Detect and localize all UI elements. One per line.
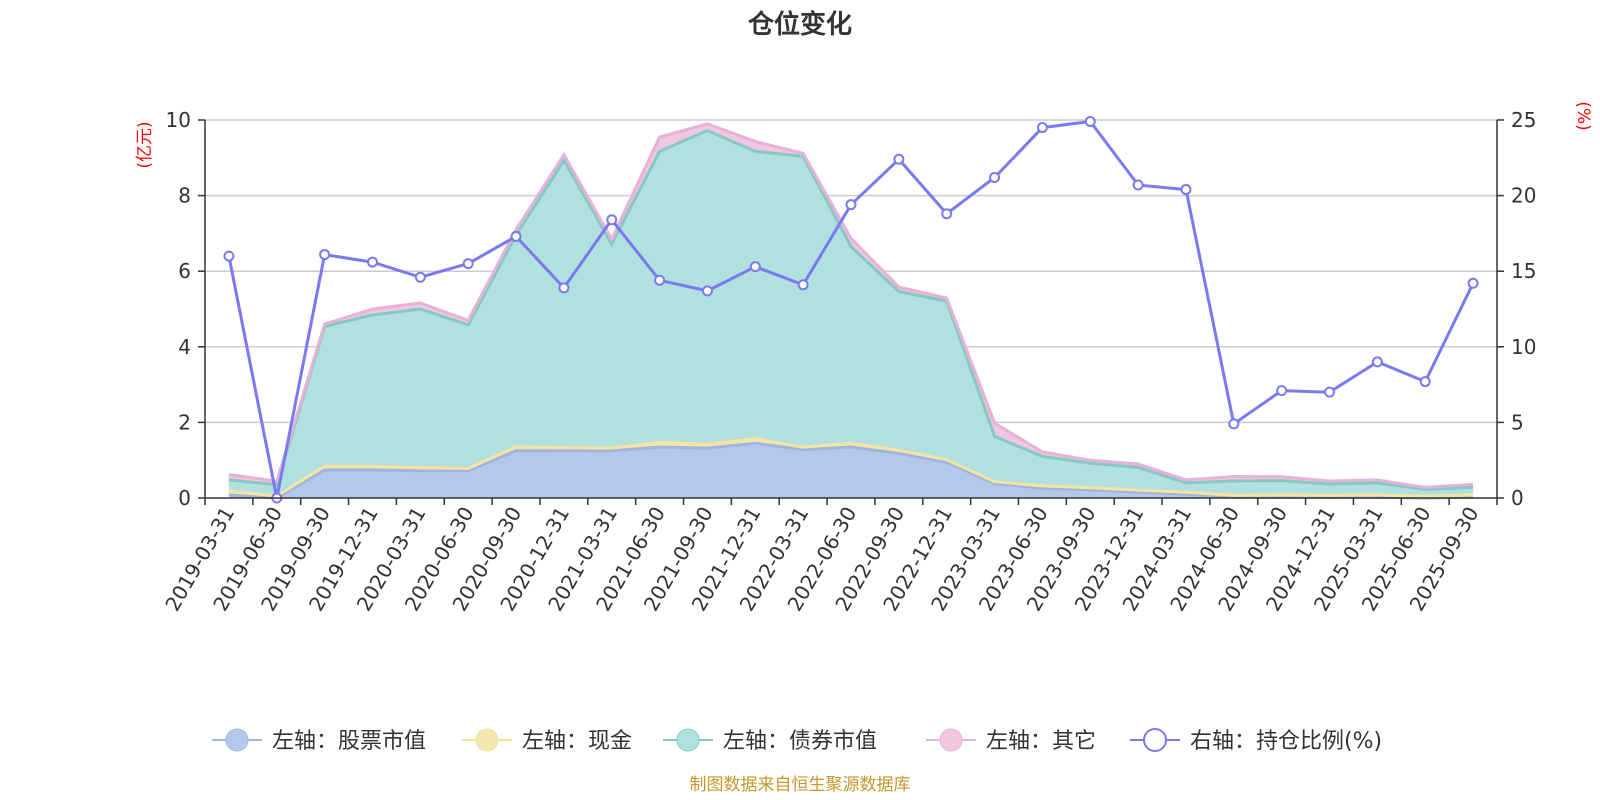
left-tick-label: 6 <box>178 259 191 283</box>
ratio-point <box>845 199 857 211</box>
chart-title: 仓位变化 <box>747 9 852 40</box>
ratio-point <box>1324 386 1336 398</box>
left-tick-label: 8 <box>178 184 191 208</box>
area-edge-左轴：现金 <box>228 437 1474 498</box>
ratio-point <box>319 249 331 261</box>
ratio-point <box>941 208 953 220</box>
legend-label: 右轴：持仓比例(%) <box>1190 729 1382 754</box>
ratio-point <box>558 282 570 294</box>
legend-marker <box>676 728 700 752</box>
ratio-point <box>701 285 713 297</box>
right-axis-unit: (%) <box>1573 101 1593 130</box>
left-axis-ticks: 0 2 4 6 8 10 <box>166 108 205 510</box>
right-axis-ticks: 0 5 10 15 20 25 <box>1497 108 1536 510</box>
ratio-point <box>797 279 809 291</box>
left-tick-label: 0 <box>178 486 191 510</box>
right-tick-label: 25 <box>1511 108 1536 132</box>
right-tick-label: 10 <box>1511 335 1536 359</box>
ratio-point <box>1132 179 1144 191</box>
x-axis-ticks: 2019-03-312019-06-302019-09-302019-12-31… <box>160 498 1498 615</box>
area-左轴：股票市值 <box>228 443 1474 498</box>
left-tick-label: 10 <box>166 108 191 132</box>
area-edge-左轴：债券市值 <box>228 128 1474 491</box>
legend-marker <box>939 728 963 752</box>
ratio-point <box>1036 122 1048 134</box>
left-tick-label: 4 <box>178 335 191 359</box>
left-tick-label: 2 <box>178 410 191 434</box>
ratio-point <box>1419 376 1431 388</box>
ratio-point <box>1228 418 1240 430</box>
ratio-point <box>989 171 1001 183</box>
ratio-point <box>510 230 522 242</box>
legend-marker <box>225 728 249 752</box>
legend-item: 右轴：持仓比例(%) <box>1130 728 1382 754</box>
left-axis-unit: (亿元) <box>135 121 155 168</box>
area-edge-左轴：其它 <box>228 122 1474 489</box>
axes <box>204 120 1498 499</box>
ratio-point <box>1180 184 1192 196</box>
ratio-point <box>606 214 618 226</box>
right-tick-label: 5 <box>1511 410 1524 434</box>
legend-label: 左轴：其它 <box>986 729 1096 754</box>
ratio-point <box>1467 277 1479 289</box>
right-tick-label: 0 <box>1511 486 1524 510</box>
source-note: 制图数据来自恒生聚源数据库 <box>690 775 911 795</box>
area-edge-左轴：股票市值 <box>228 441 1474 500</box>
ratio-point <box>654 274 666 286</box>
legend-item: 左轴：股票市值 <box>212 728 426 754</box>
ratio-point <box>223 250 235 262</box>
legend-label: 左轴：债券市值 <box>723 729 877 754</box>
ratio-point <box>366 256 378 268</box>
legend-label: 左轴：股票市值 <box>272 729 426 754</box>
stacked-areas <box>228 122 1474 500</box>
legend-marker <box>475 728 499 752</box>
ratio-point <box>462 258 474 270</box>
ratio-point <box>893 153 905 165</box>
ratio-point <box>749 261 761 273</box>
legend: 左轴：股票市值 左轴：现金 左轴：债券市值 左轴：其它 右轴：持仓比例(%) <box>212 728 1382 754</box>
right-tick-label: 20 <box>1511 184 1536 208</box>
ratio-point <box>1276 385 1288 397</box>
area-左轴：债券市值 <box>228 130 1474 498</box>
ratio-point <box>1084 116 1096 128</box>
ratio-point <box>414 271 426 283</box>
ratio-line <box>223 116 1479 504</box>
legend-item: 左轴：债券市值 <box>663 728 877 754</box>
right-tick-label: 15 <box>1511 259 1536 283</box>
legend-item: 左轴：其它 <box>926 728 1096 754</box>
ratio-point <box>1371 356 1383 368</box>
legend-label: 左轴：现金 <box>522 729 632 754</box>
legend-item: 左轴：现金 <box>462 728 632 754</box>
legend-marker <box>1143 728 1167 752</box>
